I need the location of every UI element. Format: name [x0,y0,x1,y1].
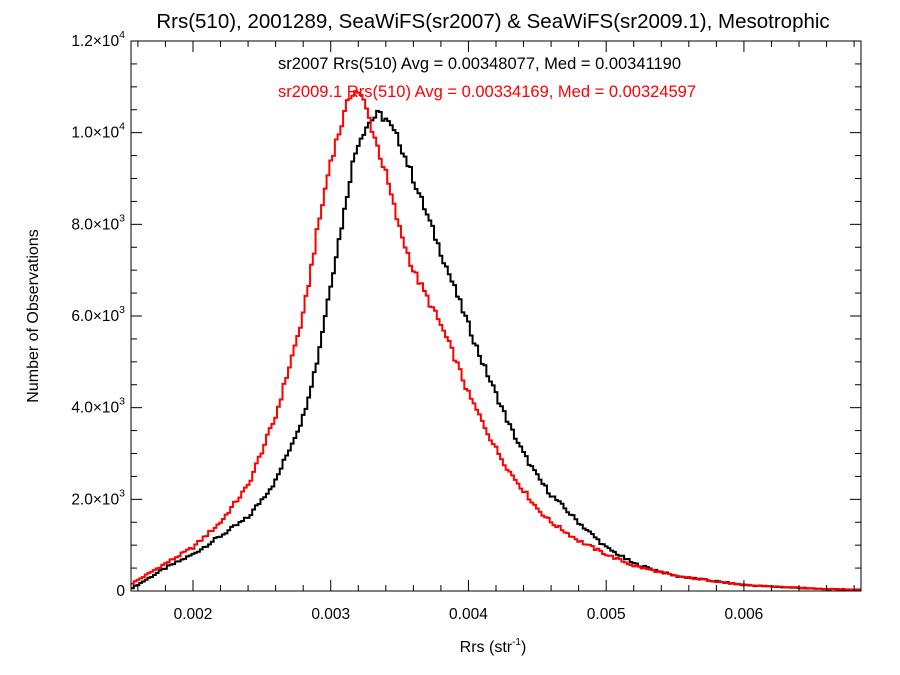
series-sr2009-line [131,90,861,591]
x-tick-label: 0.002 [174,606,213,623]
tick-layer: 0.002 0.003 0.004 0.005 0.006 0 2.0×103 4.0×103… [71,29,861,623]
y-tick-label: 4.0×103 [71,396,125,417]
y-tick-label: 1.2×104 [71,29,125,50]
x-tick-label: 0.005 [587,606,626,623]
x-axis-label: Rrs (str-1) [460,637,527,656]
y-tick-label: 8.0×103 [71,212,125,233]
y-tick-label: 1.0×104 [71,121,125,142]
x-tick-label: 0.004 [449,606,488,623]
x-tick-label: 0.006 [725,606,764,623]
y-tick-label: 2.0×103 [71,487,125,508]
plot-frame [130,40,862,592]
x-axis-label-close: ) [521,639,526,656]
y-tick-label: 6.0×103 [71,304,125,325]
y-tick-label: 0 [116,583,125,600]
annotation-sr2007: sr2007 Rrs(510) Avg = 0.00348077, Med = … [278,55,681,73]
x-axis-label-sup: -1 [512,637,521,648]
series-sr2007-line [131,109,861,591]
x-tick-label: 0.003 [311,606,350,623]
series-layer [131,90,861,591]
x-axis-label-main: Rrs (str [460,639,513,656]
chart-title: Rrs(510), 2001289, SeaWiFS(sr2007) & Sea… [156,10,829,33]
y-axis-label: Number of Observations [25,229,42,402]
annotation-sr2009: sr2009.1 Rrs(510) Avg = 0.00334169, Med … [278,83,696,101]
